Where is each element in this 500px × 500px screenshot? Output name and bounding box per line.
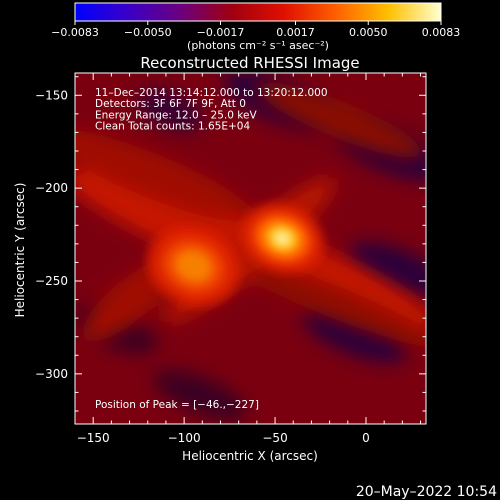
colorbar-units: (photons cm⁻² s⁻¹ asec⁻²) (187, 39, 329, 52)
x-axis-label: Heliocentric X (arcsec) (182, 449, 318, 463)
colorbar-tick-label: −0.0050 (124, 26, 172, 39)
y-axis: −150 −200 −250 −300 (35, 76, 426, 412)
chart-title: Reconstructed RHESSI Image (140, 54, 359, 72)
emission-ridge (75, 129, 253, 221)
colorbar-tick-label: 0.0083 (422, 26, 461, 39)
emission-sources (146, 203, 324, 306)
annotation-block: 11–Dec–2014 13:14:12.000 to 13:20:12.000… (95, 87, 328, 133)
negative-lobe (153, 369, 247, 421)
timestamp: 20–May–2022 10:54 (356, 484, 497, 500)
annotation-line: Energy Range: 12.0 – 25.0 keV (95, 109, 257, 121)
annotation-line: 11–Dec–2014 13:14:12.000 to 13:20:12.000 (95, 87, 328, 99)
image-plot (75, 73, 426, 424)
colorbar (74, 2, 442, 22)
emission-source-2 (173, 249, 213, 283)
annotation-line: Clean Total counts: 1.65E+04 (95, 121, 250, 133)
negative-lobe (303, 307, 407, 363)
y-axis-label: Heliocentric Y (arcsec) (13, 183, 27, 318)
x-tick-label: 0 (362, 431, 370, 445)
peak-position-label: Position of Peak = [−46.,−227] (95, 399, 259, 411)
emission-ridge (256, 82, 424, 158)
colorbar-tick-label: −0.0017 (197, 26, 245, 39)
colorbar-tick-label: 0.0017 (276, 26, 315, 39)
negative-lobe (136, 88, 204, 132)
annotation-line: Detectors: 3F 6F 7F 9F, Att 0 (95, 98, 246, 110)
emission-ridge (218, 252, 426, 348)
plot-frame (74, 72, 427, 425)
x-tick-label: −50 (262, 431, 287, 445)
colorbar-ticks: −0.0083 −0.0050 −0.0017 0.0017 0.0050 0.0083 (51, 21, 460, 39)
colorbar-tick-label: −0.0083 (51, 26, 99, 39)
y-tick-label: −150 (35, 88, 68, 102)
emission-source-1 (272, 230, 292, 247)
x-axis: −150 −100 −50 0 (77, 73, 422, 445)
x-tick-label: −150 (77, 431, 110, 445)
y-tick-label: −200 (35, 181, 68, 195)
x-tick-label: −100 (168, 431, 201, 445)
y-tick-label: −250 (35, 274, 68, 288)
colorbar-tick-label: 0.0050 (349, 26, 388, 39)
y-tick-label: −300 (35, 367, 68, 381)
